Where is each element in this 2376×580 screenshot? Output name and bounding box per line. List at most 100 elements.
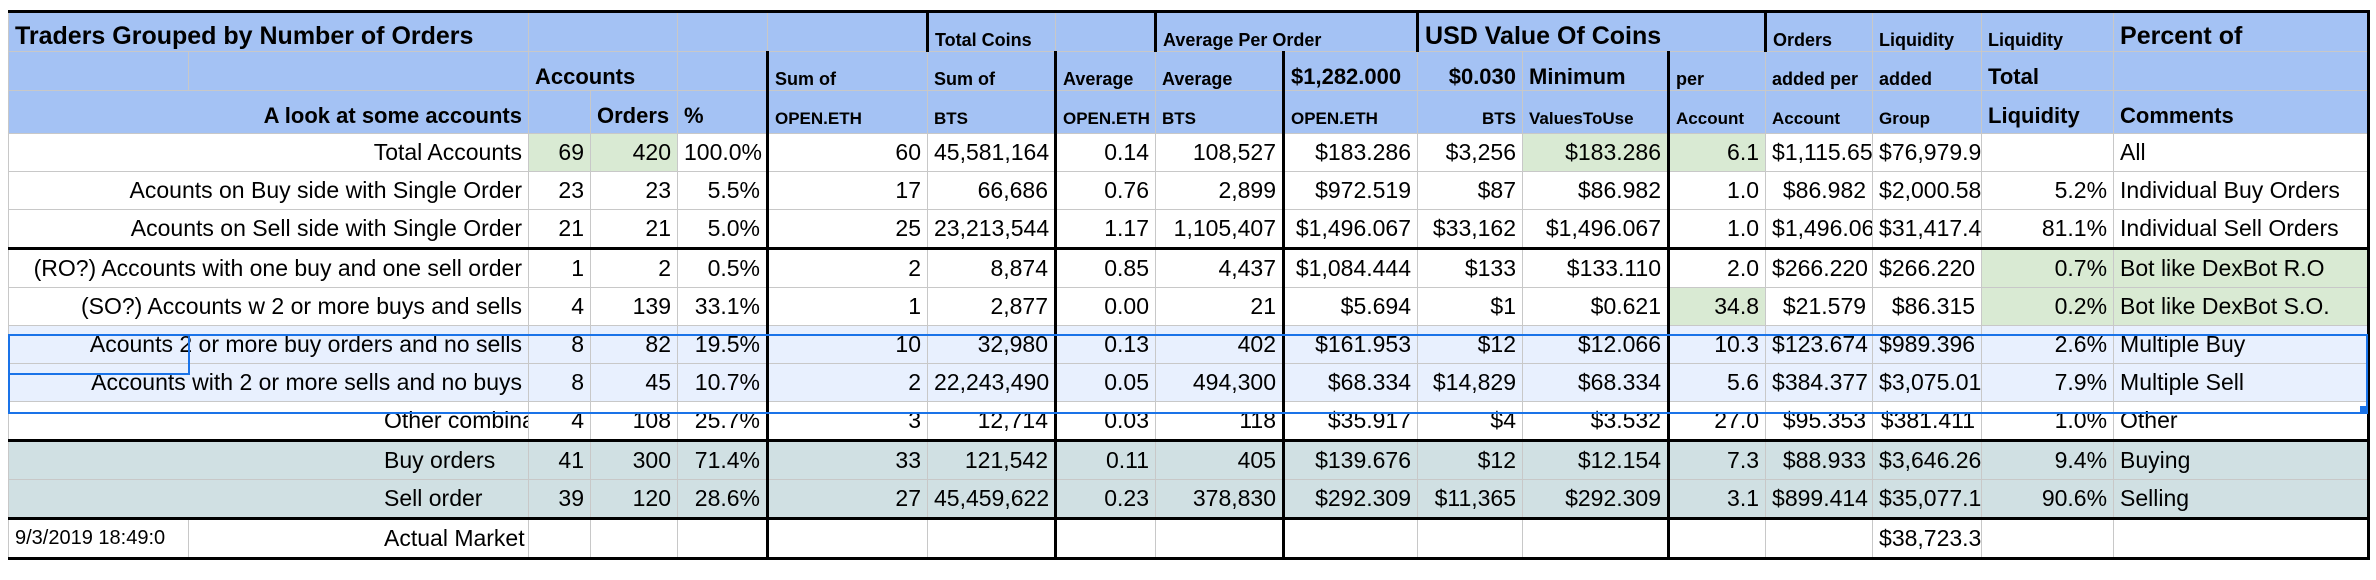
cell-usd-eth[interactable]: $35.917 [1281, 401, 1419, 441]
cell-orders-per[interactable]: 10.3 [1667, 325, 1767, 364]
cell-liq-acct[interactable]: $88.933 [1765, 439, 1874, 480]
header-open-eth[interactable]: OPEN.ETH [766, 90, 928, 134]
cell-accounts[interactable]: 4 [528, 401, 591, 441]
cell-min[interactable]: $68.334 [1522, 363, 1670, 402]
cell-min[interactable]: $12.154 [1522, 439, 1670, 480]
row-label[interactable]: Other combina [8, 401, 529, 441]
cell-comment[interactable]: Bot like DexBot S.O. [2113, 287, 2371, 326]
cell-liq-acct[interactable]: $123.674 [1765, 325, 1874, 364]
cell-avg-eth[interactable]: 0.11 [1054, 439, 1156, 480]
cell-min[interactable]: $1,496.067 [1522, 209, 1670, 249]
cell-liq-group[interactable]: $3,075.01 [1872, 363, 1983, 402]
cell-orders-per[interactable]: 3.1 [1667, 479, 1767, 519]
cell-usd-eth[interactable]: $139.676 [1281, 439, 1419, 480]
cell-accounts[interactable]: 23 [528, 171, 591, 210]
header-average[interactable]: Average [1054, 51, 1156, 91]
cell-usd-bts[interactable]: $133 [1417, 247, 1524, 288]
cell-liq-acct[interactable]: $95.353 [1765, 401, 1874, 441]
cell-min[interactable]: $183.286 [1522, 133, 1670, 172]
header-liquidity[interactable]: Liquidity [1981, 10, 2115, 52]
cell-liq-group[interactable]: $3,646.26 [1872, 439, 1983, 480]
header-cell[interactable] [767, 10, 928, 52]
cell-pct[interactable]: 5.5% [677, 171, 768, 210]
cell-orders-per[interactable]: 2.0 [1667, 247, 1767, 288]
cell[interactable] [528, 517, 591, 560]
cell-usd-eth[interactable]: $183.286 [1281, 133, 1419, 172]
header-bts[interactable]: BTS [1155, 90, 1284, 134]
cell-sum-eth[interactable]: 3 [766, 401, 928, 441]
cell-liq-acct[interactable]: $1,115.65 [1765, 133, 1874, 172]
row-label[interactable]: Acounts 2 or more buy orders and no sell… [8, 325, 529, 364]
cell-pct[interactable]: 100.0% [677, 133, 768, 172]
cell-pct-total[interactable]: 5.2% [1981, 171, 2115, 210]
cell[interactable] [1417, 517, 1524, 560]
cell-orders-per[interactable]: 6.1 [1667, 133, 1767, 172]
cell-pct[interactable]: 28.6% [677, 479, 768, 519]
cell-sum-eth[interactable]: 2 [766, 247, 928, 288]
header-cell[interactable] [677, 51, 768, 91]
header-added[interactable]: added [1872, 51, 1983, 91]
cell-pct[interactable]: 5.0% [677, 209, 768, 249]
cell-avg-bts[interactable]: 494,300 [1155, 363, 1284, 402]
cell-liq-acct[interactable]: $21.579 [1765, 287, 1874, 326]
header-cell[interactable] [528, 90, 591, 134]
header-usd-value[interactable]: USD Value Of Coins [1416, 10, 1767, 52]
cell-avg-eth[interactable]: 0.05 [1054, 363, 1156, 402]
market-size-label[interactable]: Actual Market Size [188, 517, 529, 560]
cell-orders[interactable]: 45 [590, 363, 678, 402]
cell[interactable] [1522, 517, 1670, 560]
header-orders[interactable]: Orders [1764, 10, 1874, 52]
cell-min[interactable]: $86.982 [1522, 171, 1670, 210]
cell-accounts[interactable]: 41 [528, 439, 591, 480]
cell-avg-eth[interactable]: 0.14 [1054, 133, 1156, 172]
header-cell[interactable] [1055, 10, 1156, 52]
header-orders[interactable]: Orders [590, 90, 678, 134]
header-added-per[interactable]: added per [1765, 51, 1874, 91]
cell[interactable] [677, 517, 768, 560]
header-account[interactable]: Account [1667, 90, 1767, 134]
row-label[interactable]: Buy orders [8, 439, 529, 480]
header-minimum[interactable]: Minimum [1522, 51, 1670, 91]
selection-fill-handle[interactable] [2360, 406, 2368, 414]
cell-comment[interactable]: All [2113, 133, 2371, 172]
header-average[interactable]: Average [1155, 51, 1284, 91]
cell[interactable] [2113, 517, 2371, 560]
header-average-per-order[interactable]: Average Per Order [1153, 10, 1419, 52]
cell-comment[interactable]: Individual Buy Orders [2113, 171, 2371, 210]
header-look-at-accounts[interactable]: A look at some accounts [8, 90, 529, 134]
cell-avg-bts[interactable]: 1,105,407 [1155, 209, 1284, 249]
cell[interactable] [1765, 517, 1874, 560]
cell-usd-bts[interactable]: $33,162 [1417, 209, 1524, 249]
cell-usd-eth[interactable]: $161.953 [1281, 325, 1419, 364]
header-values-to-use[interactable]: ValuesToUse [1522, 90, 1670, 134]
header-cell[interactable] [677, 10, 768, 52]
cell-avg-eth[interactable]: 0.00 [1054, 287, 1156, 326]
cell-comment[interactable]: Bot like DexBot R.O [2113, 247, 2371, 288]
cell-sum-eth[interactable]: 1 [766, 287, 928, 326]
header-per[interactable]: per [1667, 51, 1767, 91]
cell-liq-group[interactable]: $266.220 [1872, 247, 1983, 288]
cell-liq-group[interactable]: $76,979.9 [1872, 133, 1983, 172]
cell-sum-bts[interactable]: 45,459,622 [927, 479, 1056, 519]
header-cell[interactable] [188, 51, 529, 91]
cell-usd-bts[interactable]: $12 [1417, 439, 1524, 480]
cell-avg-bts[interactable]: 118 [1155, 401, 1284, 441]
cell-accounts[interactable]: 8 [528, 363, 591, 402]
cell-pct-total[interactable]: 2.6% [1981, 325, 2115, 364]
cell-usd-bts[interactable]: $12 [1417, 325, 1524, 364]
cell-usd-bts[interactable]: $14,829 [1417, 363, 1524, 402]
cell-liq-group[interactable]: $31,417.4 [1872, 209, 1983, 249]
cell-comment[interactable]: Multiple Buy [2113, 325, 2371, 364]
cell-liq-acct[interactable]: $1,496.06 [1765, 209, 1874, 249]
cell-sum-eth[interactable]: 2 [766, 363, 928, 402]
header-sum-of[interactable]: Sum of [927, 51, 1056, 91]
cell-liq-group[interactable]: $35,077.1 [1872, 479, 1983, 519]
cell[interactable] [1981, 517, 2115, 560]
market-size-value[interactable]: $38,723.3 [1872, 517, 1983, 560]
cell-accounts[interactable]: 8 [528, 325, 591, 364]
cell-orders[interactable]: 23 [590, 171, 678, 210]
cell-liq-group[interactable]: $86.315 [1872, 287, 1983, 326]
cell-usd-bts[interactable]: $11,365 [1417, 479, 1524, 519]
cell-liq-acct[interactable]: $899.414 [1765, 479, 1874, 519]
header-bts-price[interactable]: $0.030 [1417, 51, 1524, 91]
